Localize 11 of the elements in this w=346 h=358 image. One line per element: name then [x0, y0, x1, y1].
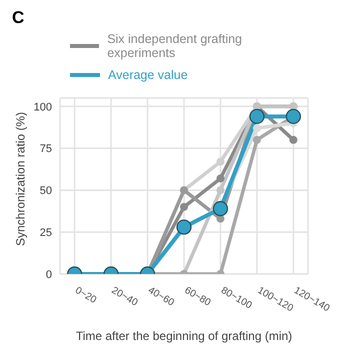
y-tick-label: 50 — [40, 185, 52, 198]
y-tick-label: 0 — [46, 268, 52, 281]
y-axis-title: Synchronization ratio (%) — [13, 112, 28, 246]
y-tick-label: 25 — [40, 227, 52, 239]
x-axis-title: Time after the beginning of grafting (min) — [76, 329, 292, 343]
legend-label: Average value — [108, 68, 188, 82]
x-tick-label: 0~20 — [73, 285, 98, 306]
legend-label: Six independent grafting experiments — [107, 32, 244, 60]
y-tick-label: 100 — [34, 101, 52, 114]
y-tick-label: 75 — [40, 143, 52, 156]
chart-title: C — [12, 8, 26, 28]
